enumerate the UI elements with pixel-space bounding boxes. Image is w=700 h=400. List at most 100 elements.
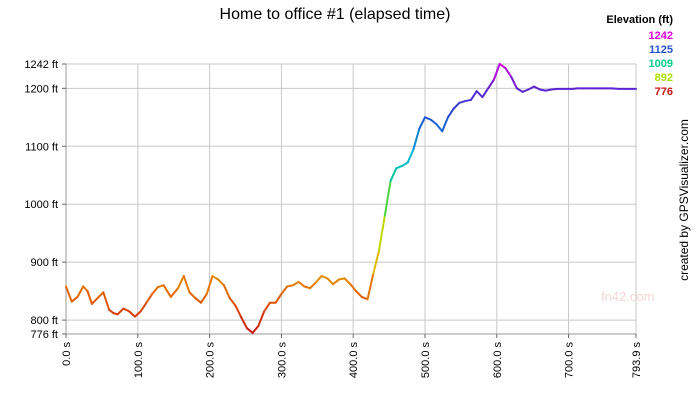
elevation-segment bbox=[145, 293, 154, 304]
elevation-segment bbox=[96, 291, 105, 300]
elevation-segment bbox=[492, 63, 501, 81]
y-tick-label: 800 ft bbox=[30, 315, 58, 327]
elevation-segment bbox=[452, 101, 461, 110]
y-tick-label: 1000 ft bbox=[24, 199, 58, 211]
elevation-segment bbox=[469, 90, 478, 101]
elevation-segment bbox=[139, 301, 148, 313]
x-tick-label: 100.0 s bbox=[133, 342, 145, 379]
legend-entry: 1009 bbox=[648, 58, 673, 70]
legend-title: Elevation (ft) bbox=[606, 14, 673, 26]
credit-text: created by GPSVisualizer.com bbox=[677, 119, 691, 281]
y-tick-label: 900 ft bbox=[30, 257, 58, 269]
elevation-segment bbox=[395, 164, 404, 170]
elevation-segment bbox=[240, 316, 248, 330]
elevation-segment bbox=[355, 290, 363, 298]
elevation-segment bbox=[133, 310, 142, 318]
elevation-segment bbox=[251, 324, 260, 334]
x-tick-label: 700.0 s bbox=[564, 342, 576, 379]
x-tick-label: 200.0 s bbox=[205, 342, 217, 379]
elevation-segment bbox=[372, 249, 381, 275]
elevation-segment bbox=[199, 293, 208, 304]
legend: Elevation (ft) 1242 1125 1009 892 776 bbox=[606, 13, 673, 99]
elevation-segment bbox=[70, 295, 79, 303]
elevation-segment bbox=[610, 87, 620, 90]
y-tick-label: 1100 ft bbox=[25, 141, 58, 153]
elevation-segment bbox=[128, 310, 136, 318]
elevation-segment bbox=[263, 301, 271, 313]
elevation-segment bbox=[217, 278, 225, 287]
elevation-segment bbox=[194, 297, 202, 304]
x-tick-label: 600.0 s bbox=[492, 342, 504, 379]
legend-entry: 776 bbox=[654, 86, 673, 98]
elevation-segment bbox=[309, 281, 317, 290]
elevation-segment bbox=[177, 275, 185, 290]
elevation-segment bbox=[90, 297, 99, 305]
elevation-segment bbox=[274, 293, 283, 304]
elevation-segment bbox=[481, 87, 490, 99]
elevation-segment bbox=[205, 275, 214, 296]
x-tick-label: 400.0 s bbox=[348, 342, 360, 379]
elevation-segment bbox=[360, 295, 369, 301]
elevation-segment bbox=[378, 214, 386, 252]
elevation-segment bbox=[389, 167, 398, 183]
elevation-segment bbox=[169, 287, 180, 298]
elevation-segment bbox=[349, 283, 358, 293]
elevation-segment bbox=[326, 277, 335, 286]
x-tick-label: 0.0 s bbox=[61, 342, 73, 366]
elevation-segment bbox=[406, 148, 415, 164]
elevation-segment bbox=[211, 275, 220, 281]
elevation-segment bbox=[527, 85, 536, 91]
elevation-segment bbox=[418, 116, 426, 130]
watermark: fn42.com bbox=[601, 289, 655, 304]
elevation-segment bbox=[504, 67, 513, 78]
legend-entry: 892 bbox=[654, 72, 673, 84]
elevation-segment bbox=[366, 272, 375, 301]
elevation-segment bbox=[510, 75, 518, 90]
chart-title: Home to office #1 (elapsed time) bbox=[219, 6, 451, 23]
elevation-segment bbox=[228, 297, 237, 307]
y-tick-label: 1242 ft bbox=[24, 59, 58, 71]
y-tick-label: 1200 ft bbox=[24, 83, 58, 95]
elevation-segment bbox=[297, 280, 306, 288]
elevation-segment bbox=[533, 85, 541, 91]
elevation-segment bbox=[245, 327, 254, 334]
elevation-segment bbox=[257, 310, 266, 327]
elevation-segment bbox=[521, 88, 530, 93]
elevation-segment bbox=[162, 284, 172, 298]
elevation-segment bbox=[343, 277, 352, 286]
elevation-segment bbox=[332, 278, 340, 286]
legend-entry: 1125 bbox=[649, 44, 673, 56]
elevation-segment bbox=[383, 180, 392, 217]
elevation-segment bbox=[401, 161, 409, 167]
elevation-segment bbox=[441, 116, 449, 133]
elevation-segment bbox=[429, 118, 438, 126]
elevation-segment bbox=[487, 78, 495, 90]
elevation-segment bbox=[182, 275, 191, 294]
elevation-segment bbox=[151, 286, 159, 296]
elevation-segment bbox=[320, 275, 329, 280]
legend-entry: 1242 bbox=[648, 30, 673, 42]
x-tick-label: 500.0 s bbox=[420, 342, 432, 379]
elevation-segment bbox=[314, 275, 323, 284]
elevation-segment bbox=[102, 291, 111, 311]
elevation-segment bbox=[515, 87, 524, 93]
elevation-segment bbox=[76, 285, 85, 298]
x-tick-label: 793.9 s bbox=[631, 342, 643, 379]
elevation-segment bbox=[82, 285, 89, 293]
elevation-segment bbox=[446, 107, 455, 119]
elevation-segment bbox=[86, 290, 93, 305]
elevation-segment bbox=[291, 280, 300, 287]
elevation-segment bbox=[412, 127, 421, 151]
y-tick-label: 776 ft bbox=[30, 329, 58, 341]
elevation-segment bbox=[116, 307, 125, 316]
elevation-segment bbox=[234, 304, 243, 319]
elevation-segment bbox=[435, 123, 444, 133]
elevation-segment bbox=[188, 291, 197, 300]
elevation-segment bbox=[122, 307, 131, 313]
elevation-segment bbox=[423, 116, 432, 121]
elevation-segment bbox=[498, 63, 507, 70]
elevation-segment bbox=[222, 284, 231, 300]
elevation-segment bbox=[475, 90, 484, 99]
